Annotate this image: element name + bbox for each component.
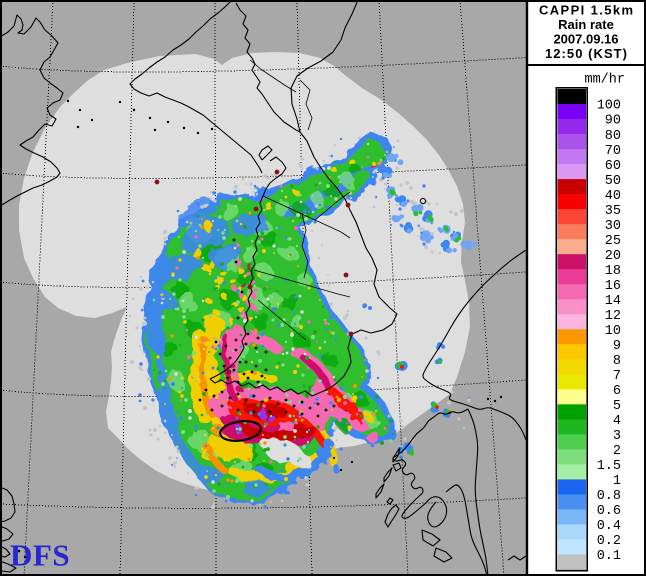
svg-text:9: 9: [613, 339, 621, 354]
svg-text:12:50 (KST): 12:50 (KST): [545, 46, 627, 61]
svg-text:8: 8: [613, 354, 621, 369]
svg-text:90: 90: [605, 114, 621, 129]
svg-text:80: 80: [605, 129, 621, 144]
svg-text:14: 14: [605, 294, 621, 309]
svg-text:2007.09.16: 2007.09.16: [553, 32, 618, 47]
svg-text:100: 100: [597, 99, 621, 114]
svg-text:7: 7: [613, 369, 621, 384]
svg-text:25: 25: [605, 234, 621, 249]
svg-text:16: 16: [605, 279, 621, 294]
svg-text:20: 20: [605, 249, 621, 264]
svg-text:70: 70: [605, 144, 621, 159]
svg-text:5: 5: [613, 399, 621, 414]
svg-text:35: 35: [605, 204, 621, 219]
svg-text:0.6: 0.6: [597, 504, 621, 519]
svg-text:2: 2: [613, 444, 621, 459]
svg-text:0.1: 0.1: [597, 549, 621, 564]
svg-text:18: 18: [605, 264, 621, 279]
svg-text:3: 3: [613, 429, 621, 444]
svg-text:0.2: 0.2: [597, 534, 621, 549]
svg-text:60: 60: [605, 159, 621, 174]
svg-text:1.5: 1.5: [597, 459, 621, 474]
svg-text:4: 4: [613, 414, 621, 429]
svg-text:Rain rate: Rain rate: [558, 17, 614, 32]
svg-text:0.8: 0.8: [597, 489, 621, 504]
svg-text:10: 10: [605, 324, 621, 339]
svg-text:DFS: DFS: [10, 538, 70, 573]
svg-text:mm/hr: mm/hr: [584, 73, 625, 88]
svg-text:50: 50: [605, 174, 621, 189]
svg-text:12: 12: [605, 309, 621, 324]
svg-text:6: 6: [613, 384, 621, 399]
svg-text:30: 30: [605, 219, 621, 234]
svg-text:1: 1: [613, 474, 621, 489]
svg-text:40: 40: [605, 189, 621, 204]
svg-text:CAPPI 1.5km: CAPPI 1.5km: [539, 3, 633, 18]
svg-text:0.4: 0.4: [597, 519, 621, 534]
